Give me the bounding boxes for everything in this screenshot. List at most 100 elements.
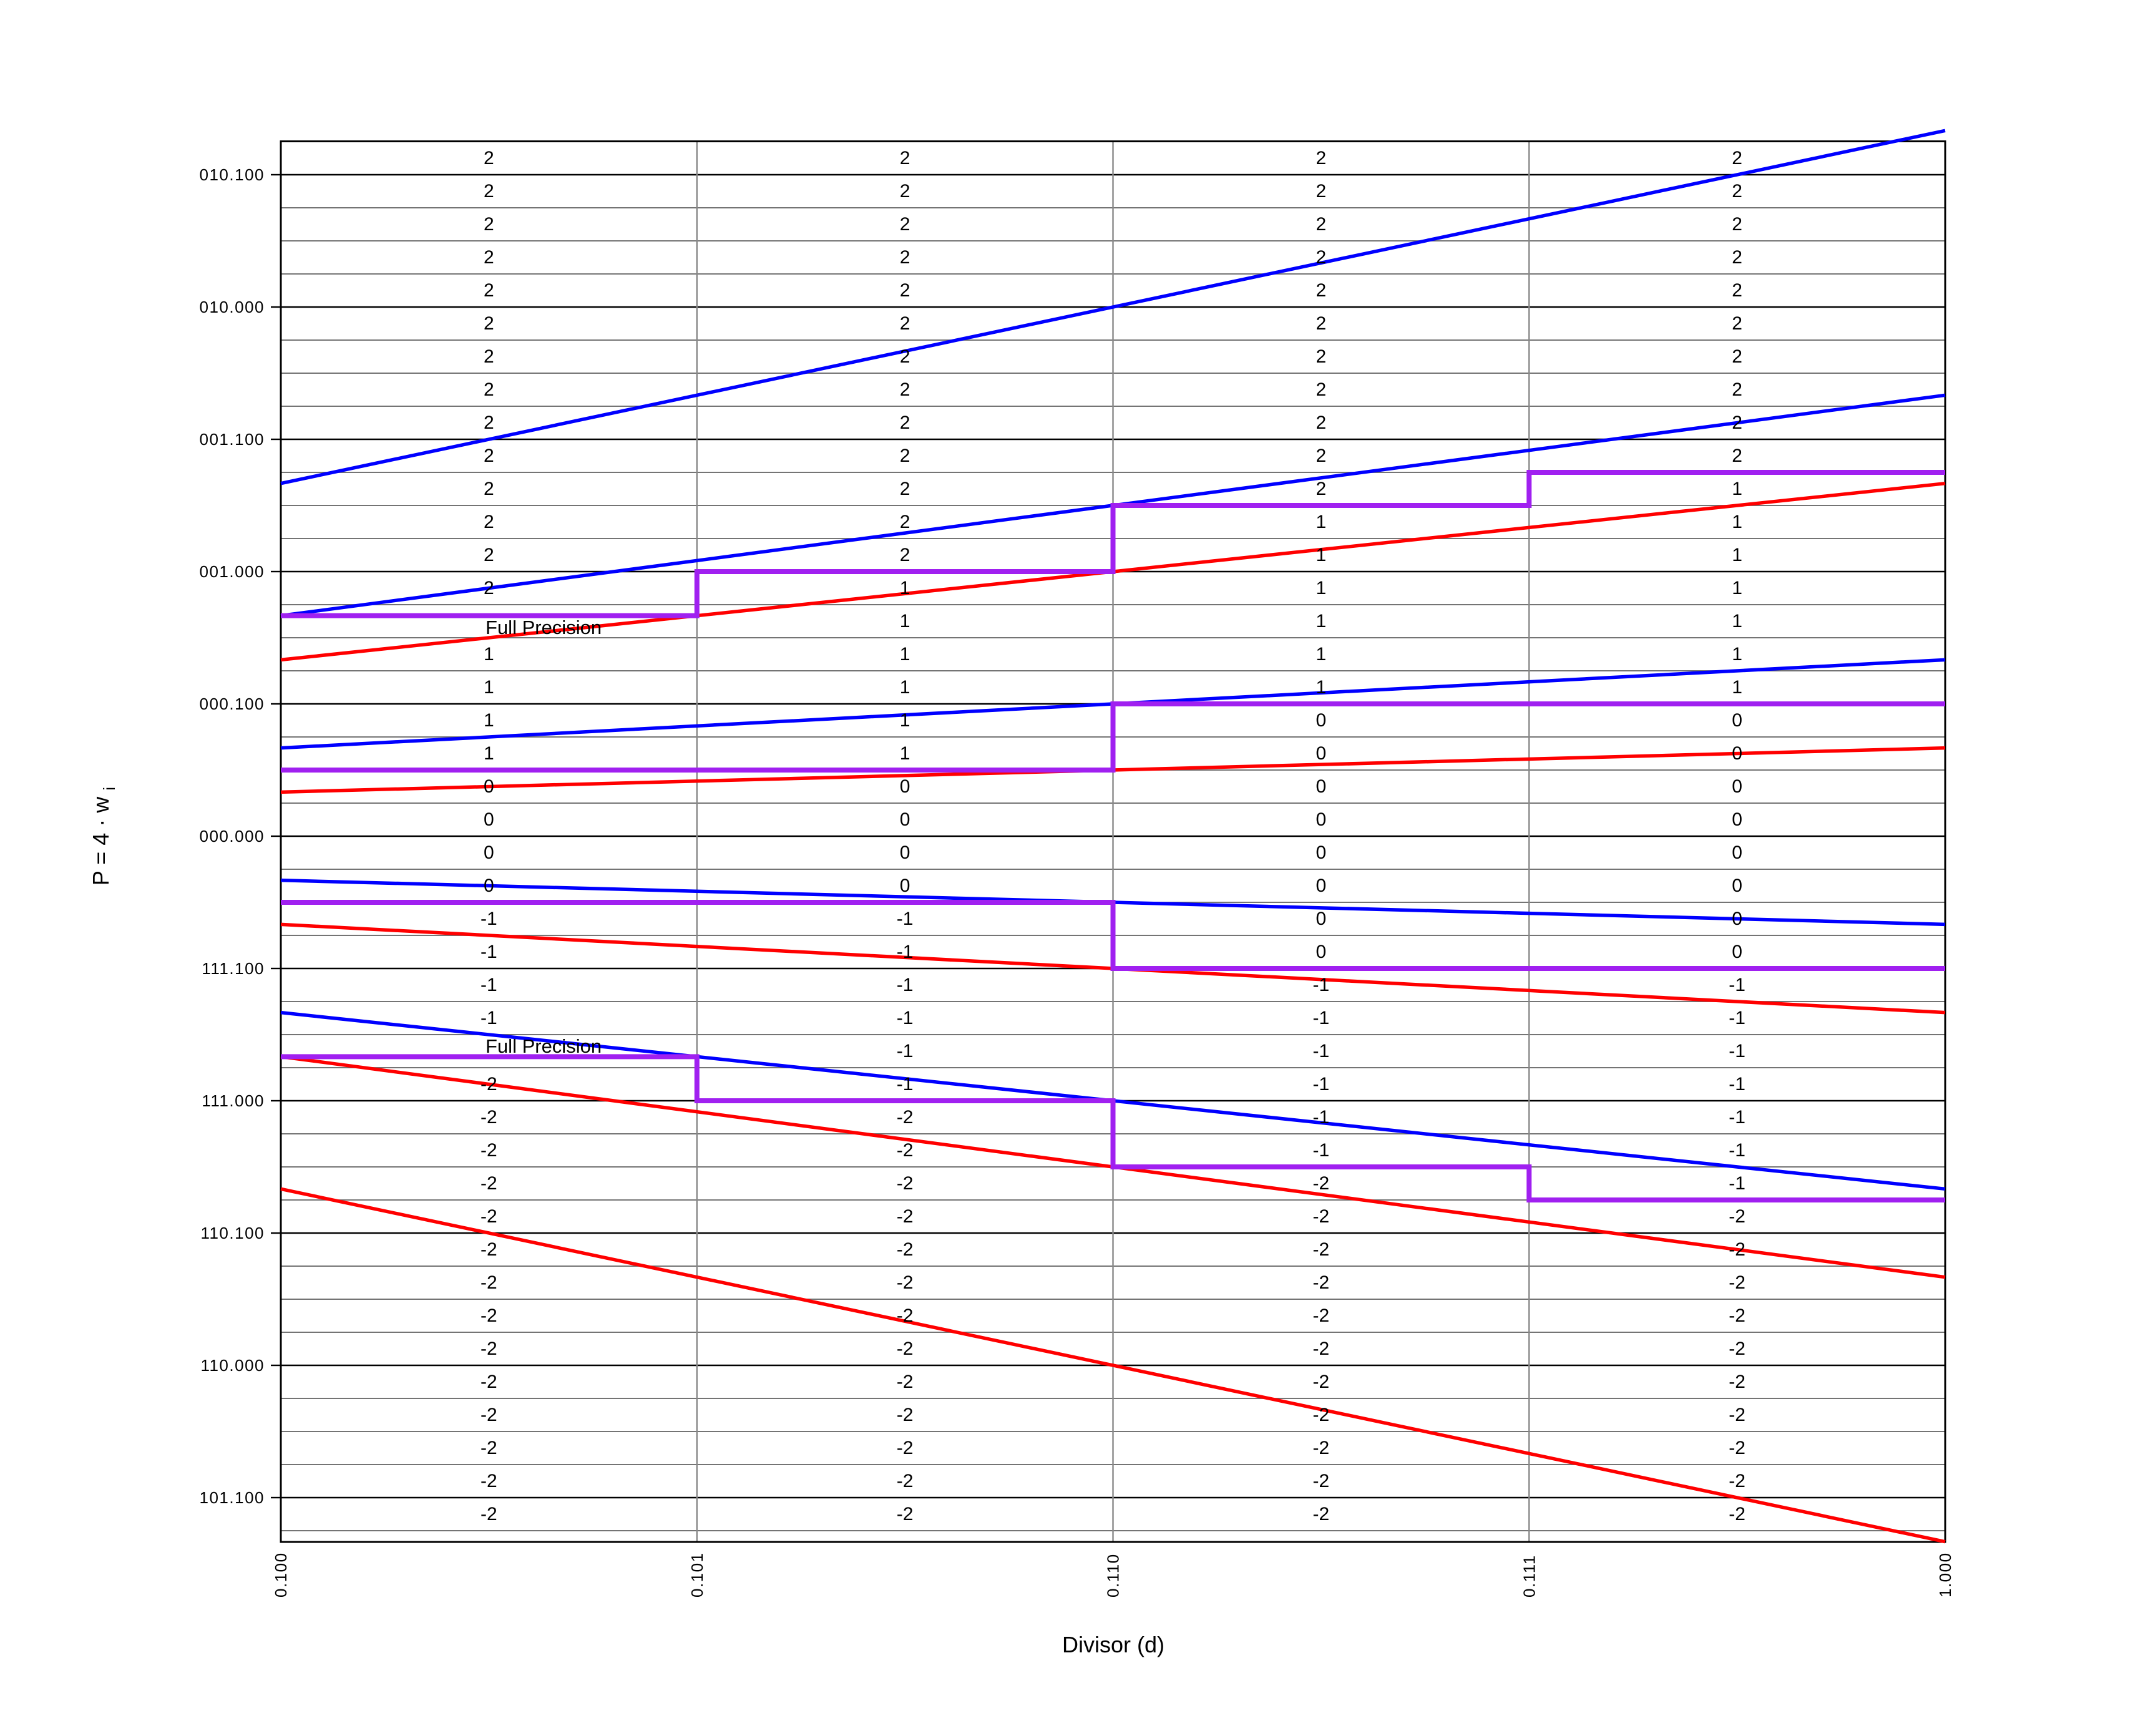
cell-digit: -2: [481, 1239, 497, 1260]
cell-digit: 0: [1316, 776, 1327, 797]
cell-digit: -2: [897, 1305, 914, 1326]
cell-digit: 2: [1316, 479, 1327, 499]
cell-digit: -1: [1729, 1074, 1745, 1095]
cell-digit: 2: [1732, 181, 1742, 202]
cell-digit: -2: [1729, 1438, 1745, 1458]
cell-digit: 2: [484, 446, 494, 466]
cell-digit: -2: [1729, 1471, 1745, 1491]
cell-digit: 2: [1316, 247, 1327, 268]
cell-digit: 1: [1732, 479, 1742, 499]
x-tick-labels: 0.100 0.101 0.110 0.111 1.000: [271, 1552, 1955, 1597]
cell-digit: 1: [900, 578, 910, 598]
cell-digit: 2: [484, 247, 494, 268]
selection-staircase-lines: [281, 470, 1945, 1202]
x-tick-label: 1.000: [1936, 1552, 1955, 1597]
cell-digit: -2: [1313, 1239, 1330, 1260]
cell-digit: 1: [1732, 545, 1742, 565]
cell-digit: 1: [484, 677, 494, 698]
y-tick-label: 101.100: [200, 1488, 265, 1507]
cell-digit: 2: [1316, 313, 1327, 334]
cell-digit: 2: [900, 412, 910, 433]
cell-digit: 0: [900, 875, 910, 896]
cell-digit: 2: [1316, 446, 1327, 466]
y-axis-title-main: P = 4 · w: [88, 796, 114, 885]
plot-border: [280, 140, 1946, 1543]
cell-digit: 1: [1316, 545, 1327, 565]
cell-digit: 2: [484, 479, 494, 499]
cell-digit: 2: [900, 446, 910, 466]
cell-digit: 2: [484, 578, 494, 598]
cell-digit: -2: [481, 1107, 497, 1128]
cell-digit: 2: [1316, 412, 1327, 433]
cell-digit: 2: [900, 313, 910, 334]
y-tick-label: 110.100: [200, 1224, 265, 1242]
cell-digit: -2: [897, 1107, 914, 1128]
cell-digit: -2: [897, 1471, 914, 1491]
cell-digit: 2: [900, 512, 910, 532]
cell-digit: 2: [1732, 412, 1742, 433]
cell-digit: -2: [481, 1405, 497, 1425]
cell-digit: -2: [1313, 1206, 1330, 1227]
cell-digit: 1: [484, 710, 494, 731]
cell-digit: 1: [1316, 644, 1327, 665]
cell-digit: 0: [1732, 909, 1742, 929]
cell-digit: 1: [1316, 512, 1327, 532]
cell-digit: 2: [1732, 247, 1742, 268]
bound-line: [280, 1187, 1946, 1544]
cell-digit: 0: [1732, 809, 1742, 830]
cell-digit: 2: [1732, 214, 1742, 235]
cell-digit: 2: [1316, 280, 1327, 301]
cell-digit: 2: [1732, 379, 1742, 400]
x-axis-title: Divisor (d): [1062, 1632, 1164, 1657]
cell-digit: 0: [1316, 809, 1327, 830]
cell-digit: -1: [897, 1008, 914, 1028]
cell-digit: 1: [1316, 578, 1327, 598]
cell-digit: -2: [481, 1339, 497, 1359]
cell-digit: -2: [481, 1504, 497, 1524]
y-axis-title-subscript: i: [100, 787, 119, 791]
cell-digit: 1: [1732, 578, 1742, 598]
cell-digit: 2: [1732, 446, 1742, 466]
cell-digit: 2: [484, 545, 494, 565]
cell-digit: -1: [1729, 1140, 1745, 1161]
cell-digit: -2: [897, 1173, 914, 1194]
cell-digit: 2: [900, 479, 910, 499]
cell-digit: 0: [1316, 909, 1327, 929]
cell-digit: -2: [1729, 1272, 1745, 1293]
cell-digit: -2: [1729, 1372, 1745, 1392]
cell-digit: 2: [484, 346, 494, 367]
cell-digit: -2: [897, 1206, 914, 1227]
cell-digit: -1: [481, 1008, 497, 1028]
cell-digit: -1: [481, 909, 497, 929]
cell-digit: -2: [1313, 1504, 1330, 1524]
cell-digit: 2: [484, 181, 494, 202]
cell-digit: 1: [900, 677, 910, 698]
cell-digit: 2: [1316, 346, 1327, 367]
cell-digit: 1: [1316, 611, 1327, 631]
cell-digit: 0: [1732, 875, 1742, 896]
cell-digit: 2: [900, 148, 910, 168]
axis-tick-marks: [271, 173, 281, 1499]
cell-digit: -1: [897, 975, 914, 995]
y-tick-label: 010.000: [200, 298, 265, 316]
cell-digit: 0: [900, 809, 910, 830]
cell-digit: -2: [1729, 1305, 1745, 1326]
cell-digit: 2: [900, 346, 910, 367]
cell-digit: -1: [897, 942, 914, 962]
cell-digit: -2: [481, 1173, 497, 1194]
cell-digit: 2: [900, 181, 910, 202]
cell-digit: 2: [1732, 148, 1742, 168]
cell-digit: -1: [1729, 1107, 1745, 1128]
cell-digit: 0: [484, 776, 494, 797]
cell-digit: 1: [900, 743, 910, 764]
cell-digit: 0: [1316, 842, 1327, 863]
cell-digit: 0: [484, 842, 494, 863]
cell-digit: 2: [1316, 148, 1327, 168]
cell-digit: -1: [1729, 975, 1745, 995]
cell-digit: 0: [1732, 743, 1742, 764]
cell-digit: 2: [1732, 313, 1742, 334]
cell-digit: 1: [1732, 512, 1742, 532]
cell-digit: 2: [484, 214, 494, 235]
cell-digit: 2: [1316, 214, 1327, 235]
cell-digit: -1: [1313, 1041, 1330, 1061]
